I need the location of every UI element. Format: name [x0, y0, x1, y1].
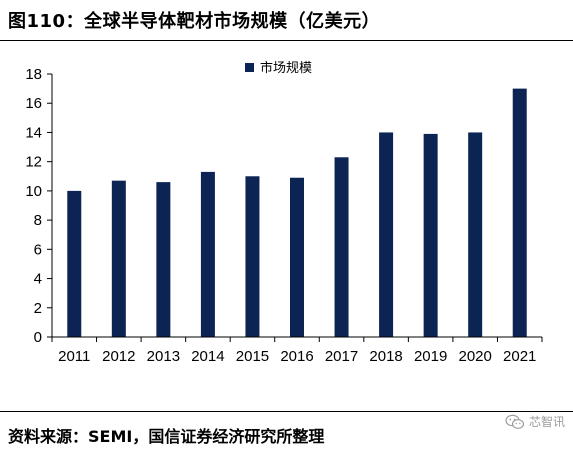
y-tick-label: 16 — [25, 95, 42, 112]
y-tick-label: 8 — [34, 212, 42, 229]
x-tick-label: 2018 — [369, 348, 402, 365]
source-divider — [0, 411, 573, 412]
title-divider — [0, 40, 573, 41]
bar-2016 — [290, 177, 304, 337]
x-tick-label: 2020 — [458, 348, 491, 365]
x-tick-label: 2016 — [280, 348, 313, 365]
y-tick-label: 18 — [25, 66, 42, 83]
watermark-text: 芯智讯 — [528, 415, 565, 429]
x-tick-label: 2014 — [191, 348, 224, 365]
x-tick-label: 2015 — [236, 348, 269, 365]
wechat-icon — [505, 414, 525, 429]
bar-2018 — [379, 132, 394, 337]
y-tick-label: 4 — [34, 271, 42, 288]
bar-2012 — [111, 180, 126, 337]
bar-2017 — [334, 157, 349, 337]
x-tick-label: 2011 — [58, 348, 90, 365]
y-tick-label: 0 — [34, 329, 42, 346]
x-tick-label: 2021 — [503, 348, 536, 365]
x-tick-label: 2013 — [147, 348, 180, 365]
bar-2020 — [468, 132, 483, 337]
source-note: 资料来源：SEMI，国信证券经济研究所整理 — [8, 427, 325, 446]
bar-chart: 0 2 4 6 8 10 12 14 16 18 2011 2012 2013 2014 2015 2016… — [25, 60, 543, 365]
bar-series — [67, 88, 527, 337]
legend-label: 市场规模 — [260, 60, 312, 76]
x-tick-label: 2012 — [102, 348, 135, 365]
bar-2019 — [423, 133, 438, 337]
y-tick-label: 12 — [25, 154, 42, 171]
watermark: 芯智讯 — [505, 413, 565, 430]
chart-title: 图110：全球半导体靶材市场规模（亿美元） — [8, 11, 381, 32]
bar-2021 — [512, 88, 527, 337]
bar-2015 — [245, 176, 260, 337]
x-tick-label: 2019 — [414, 348, 447, 365]
y-tick-label: 2 — [34, 300, 42, 317]
x-axis: 2011 2012 2013 2014 2015 2016 2017 2018 2019 2020… — [51, 336, 543, 365]
x-tick-label: 2017 — [325, 348, 358, 365]
y-tick-label: 10 — [25, 183, 42, 200]
y-axis: 0 2 4 6 8 10 12 14 16 18 — [25, 66, 53, 346]
legend: 市场规模 — [245, 60, 312, 76]
legend-swatch — [245, 63, 254, 72]
bar-2011 — [67, 190, 82, 337]
y-tick-label: 6 — [34, 241, 42, 258]
y-tick-label: 14 — [25, 124, 42, 141]
bar-2014 — [200, 171, 215, 337]
bar-2013 — [156, 182, 171, 337]
